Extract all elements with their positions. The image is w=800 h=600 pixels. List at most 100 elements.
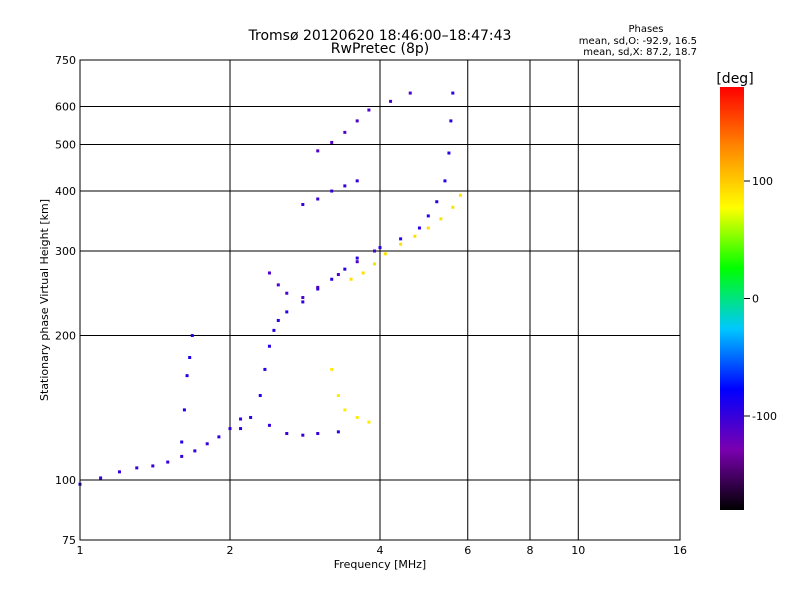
data-point — [355, 256, 359, 260]
phases-o-stats: mean, sd,O: -92.9, 16.5 — [579, 36, 697, 47]
x-ticks: 1 2 4 6 8 10 16 — [77, 544, 688, 557]
data-point — [426, 214, 430, 218]
y-tick-label: 75 — [62, 534, 76, 547]
x-tick-label: 10 — [571, 544, 585, 557]
data-point — [373, 249, 377, 253]
data-point — [301, 202, 305, 206]
data-point — [367, 420, 371, 424]
data-points — [78, 91, 462, 486]
series-o-mode-spike — [180, 334, 194, 444]
data-point — [301, 433, 305, 437]
x-tick-label: 2 — [227, 544, 234, 557]
series-o-mode-multihop-2 — [316, 91, 412, 153]
data-point — [316, 432, 320, 436]
data-point — [117, 470, 121, 474]
plot-frame — [79, 59, 681, 541]
phases-title: Phases — [628, 24, 663, 35]
y-tick-label: 400 — [55, 185, 76, 198]
data-point — [336, 394, 340, 398]
data-point — [435, 200, 439, 204]
y-tick-label: 500 — [55, 139, 76, 152]
data-point — [316, 285, 320, 289]
data-point — [316, 149, 320, 153]
data-point — [451, 91, 455, 95]
data-point — [367, 108, 371, 112]
x-tick-label: 4 — [377, 544, 384, 557]
colorbar-tick-label: -100 — [752, 410, 777, 423]
data-point — [330, 367, 334, 371]
y-axis-label: Stationary phase Virtual Height [km] — [38, 199, 51, 401]
colorbar-ticks: 100 0 -100 — [744, 175, 777, 423]
data-point — [166, 460, 170, 464]
data-point — [330, 140, 334, 144]
data-point — [272, 328, 276, 332]
colorbar — [720, 87, 744, 510]
y-tick-label: 600 — [55, 101, 76, 114]
data-point — [99, 476, 103, 480]
x-tick-label: 8 — [527, 544, 534, 557]
data-point — [330, 277, 334, 281]
data-point — [285, 291, 289, 295]
data-point — [355, 179, 359, 183]
data-point — [443, 179, 447, 183]
series-x-mode-low — [330, 367, 371, 424]
data-point — [451, 205, 455, 209]
series-x-mode-trace — [349, 193, 462, 281]
data-point — [316, 197, 320, 201]
grid-lines — [80, 60, 680, 540]
data-point — [417, 226, 421, 230]
data-point — [276, 283, 280, 287]
data-point — [316, 287, 320, 291]
data-point — [378, 246, 382, 250]
y-tick-label: 750 — [55, 54, 76, 67]
data-point — [355, 415, 359, 419]
series-o-mode-low-trace — [78, 417, 243, 486]
data-point — [355, 119, 359, 123]
data-point — [239, 427, 243, 431]
data-point — [301, 296, 305, 300]
data-point — [355, 260, 359, 264]
data-point — [228, 427, 232, 431]
data-point — [193, 449, 197, 453]
data-point — [182, 408, 186, 412]
data-point — [336, 430, 340, 434]
data-point — [151, 464, 155, 468]
phases-x-stats: mean, sd,X: 87.2, 18.7 — [583, 47, 697, 58]
data-point — [343, 184, 347, 188]
chart-subtitle: RwPretec (8p) — [331, 41, 429, 57]
data-point — [383, 252, 387, 256]
data-point — [267, 344, 271, 348]
data-point — [239, 417, 243, 421]
x-tick-label: 1 — [77, 544, 84, 557]
data-point — [258, 394, 262, 398]
x-tick-label: 6 — [464, 544, 471, 557]
y-tick-label: 300 — [55, 245, 76, 258]
series-o-mode-branch — [267, 249, 377, 300]
data-point — [217, 435, 221, 439]
data-point — [439, 217, 443, 221]
data-point — [349, 277, 353, 281]
data-point — [408, 91, 412, 95]
data-point — [188, 355, 192, 359]
x-tick-label: 16 — [673, 544, 687, 557]
y-ticks: 75 100 200 300 400 500 600 750 — [55, 54, 76, 547]
data-point — [413, 234, 417, 238]
data-point — [276, 318, 280, 322]
data-point — [267, 423, 271, 427]
data-point — [330, 189, 334, 193]
y-tick-label: 100 — [55, 474, 76, 487]
data-point — [185, 374, 189, 378]
data-point — [180, 454, 184, 458]
data-point — [285, 310, 289, 314]
data-point — [399, 242, 403, 246]
data-point — [426, 226, 430, 230]
data-point — [449, 119, 453, 123]
data-point — [447, 151, 451, 155]
data-point — [135, 466, 139, 470]
series-o-mode-cusp — [239, 91, 455, 431]
data-point — [343, 130, 347, 134]
data-point — [263, 367, 267, 371]
colorbar-tick-label: 100 — [752, 175, 773, 188]
data-point — [285, 432, 289, 436]
